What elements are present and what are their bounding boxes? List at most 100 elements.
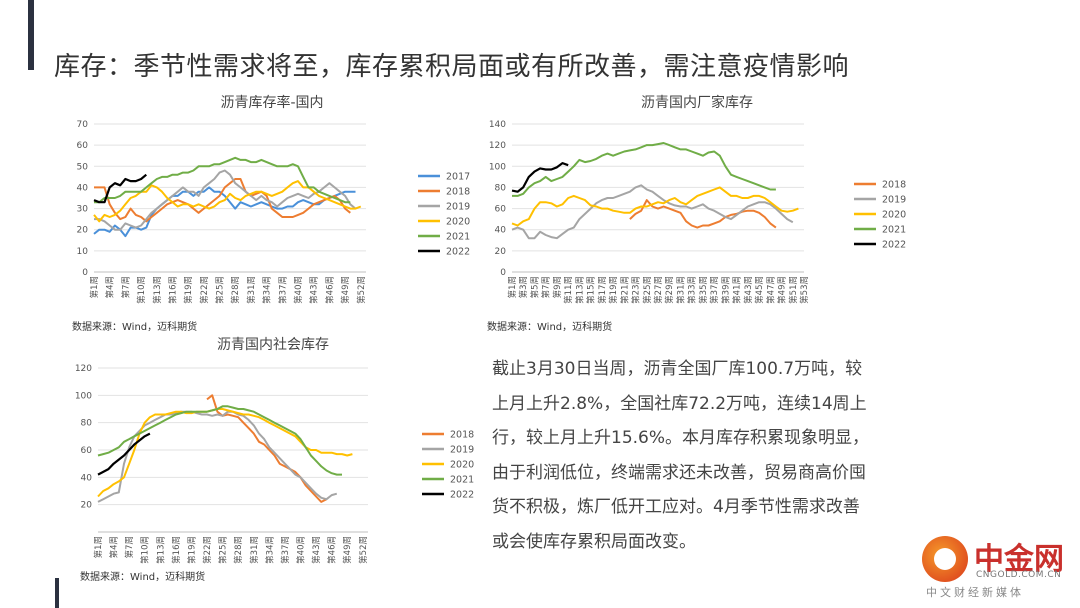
series-2021	[512, 142, 776, 197]
series-line-2019	[511, 184, 794, 240]
y-tick-label: 60	[495, 205, 507, 215]
x-tick-label: 第19周	[186, 536, 197, 564]
chart-factory-inventory: 沥青国内厂家库存 0 20 40 60 80 100 120 140 第1周 第3周 第5周 第7周第…	[482, 88, 912, 320]
source-note: 数据来源：Wind，迈科期货	[72, 322, 198, 333]
y-tick-label: 20	[77, 226, 89, 236]
series-2020	[93, 180, 362, 223]
x-tick-label: 第25周	[642, 276, 653, 304]
x-tick-label: 第34周	[262, 276, 273, 304]
x-tick-label: 第17周	[597, 276, 608, 304]
y-tick-label: 10	[77, 247, 89, 257]
legend-label-2022: 2022	[450, 490, 474, 501]
y-tick-label: 40	[81, 473, 93, 483]
series-line-2018	[94, 178, 351, 223]
x-tick-label: 第31周	[246, 276, 257, 304]
series-line-2018	[206, 394, 327, 503]
x-tick-label: 第37周	[709, 276, 720, 304]
x-tick-label: 第1周	[507, 276, 518, 298]
series-2019	[97, 410, 338, 503]
legend-label-2021: 2021	[450, 475, 474, 486]
chart-svg: 20406080100120第1周 第4周 第7周 第10周 第13周 第16周 第19周第…	[75, 364, 474, 564]
legend-label-2019: 2019	[882, 195, 906, 206]
chart-svg: 0 20 40 60 80 100 120 140 第1周 第3周 第5周 第7周 第9周 第11周 第13…	[489, 120, 906, 304]
x-tick-label: 第21周	[619, 276, 630, 304]
x-tick-label: 第13周	[574, 276, 585, 304]
y-tick-label: 0	[82, 268, 88, 278]
x-tick-label: 第33周	[687, 276, 698, 304]
series-line-2018	[629, 199, 777, 229]
y-tick-label: 100	[489, 162, 506, 172]
x-tick-label: 第10周	[140, 536, 151, 564]
x-tick-label: 第49周	[342, 536, 353, 564]
x-tick-label: 第31周	[675, 276, 686, 304]
x-tick-label: 第25周	[215, 276, 226, 304]
x-tick-label: 第16周	[167, 276, 178, 304]
series-line-2017	[93, 186, 356, 238]
x-tick-label: 第35周	[698, 276, 709, 304]
y-tick-label: 120	[489, 141, 506, 151]
legend-label-2018: 2018	[446, 187, 470, 198]
series-line-2020	[511, 186, 799, 227]
series-2019	[94, 169, 357, 231]
y-tick-label: 40	[495, 226, 507, 236]
series-line-2021	[97, 405, 342, 476]
legend-label-2018: 2018	[882, 180, 906, 191]
x-tick-label: 第49周	[340, 276, 351, 304]
x-tick-label: 第37周	[280, 536, 291, 564]
x-tick-label: 第1周	[89, 276, 100, 298]
legend-label-2021: 2021	[446, 232, 470, 243]
x-tick-label: 第1周	[93, 536, 104, 558]
x-tick-label: 第40周	[293, 276, 304, 304]
series-2022	[93, 173, 148, 204]
legend-label-2019: 2019	[446, 202, 470, 213]
series-2018	[629, 199, 777, 229]
x-tick-label: 第9周	[552, 276, 563, 298]
series-2018	[94, 178, 351, 223]
chart-title: 沥青库存率-国内	[220, 95, 324, 111]
x-tick-label: 第41周	[732, 276, 743, 304]
accent-bar-top	[28, 0, 34, 70]
legend-label-2018: 2018	[450, 430, 474, 441]
x-tick-label: 第43周	[743, 276, 754, 304]
legend-label-2022: 2022	[882, 240, 906, 251]
series-line-2021	[94, 156, 351, 204]
series-line-2020	[93, 180, 362, 223]
series-2021	[94, 156, 351, 204]
series-line-2021	[512, 142, 776, 197]
series-line-2019	[97, 410, 338, 503]
x-tick-label: 第43周	[311, 536, 322, 564]
x-tick-label: 第7周	[120, 276, 131, 298]
y-tick-label: 60	[77, 141, 89, 151]
series-line-2022	[511, 162, 569, 193]
series-2020	[97, 408, 353, 498]
y-tick-label: 20	[495, 247, 507, 257]
y-tick-label: 60	[81, 446, 93, 456]
x-tick-label: 第16周	[171, 536, 182, 564]
series-2017	[93, 186, 356, 238]
legend-label-2021: 2021	[882, 225, 906, 236]
x-tick-label: 第52周	[358, 536, 369, 564]
legend-label-2022: 2022	[446, 247, 470, 258]
source-note: 数据来源：Wind，迈科期货	[487, 322, 613, 333]
brand-logo: 中金网 CNGOLD.COM.CN 中文财经新媒体	[922, 532, 1072, 602]
logo-mark-icon	[922, 536, 968, 582]
x-tick-label: 第46周	[327, 536, 338, 564]
x-tick-label: 第34周	[264, 536, 275, 564]
x-tick-label: 第11周	[563, 276, 574, 304]
x-tick-label: 第39周	[720, 276, 731, 304]
chart-svg: 0 10 20 30 40 50 60 70 第1周 第4周 第7周 第10周 第13周 第16周 第19周…	[77, 120, 471, 304]
x-tick-label: 第22周	[199, 276, 210, 304]
x-tick-label: 第37周	[277, 276, 288, 304]
y-tick-label: 0	[500, 268, 506, 278]
series-line-2022	[93, 173, 148, 204]
y-tick-label: 100	[75, 391, 92, 401]
y-tick-label: 120	[75, 364, 92, 374]
x-tick-label: 第4周	[109, 536, 120, 558]
chart-title: 沥青国内厂家库存	[641, 95, 753, 111]
y-tick-label: 20	[81, 501, 93, 511]
summary-text: 截止3月30日当周，沥青全国厂库100.7万吨，较上月上升2.8%，全国社库72…	[492, 359, 870, 552]
y-tick-label: 70	[77, 120, 89, 130]
x-tick-label: 第49周	[777, 276, 788, 304]
x-tick-label: 第7周	[541, 276, 552, 298]
legend-label-2019: 2019	[450, 445, 474, 456]
